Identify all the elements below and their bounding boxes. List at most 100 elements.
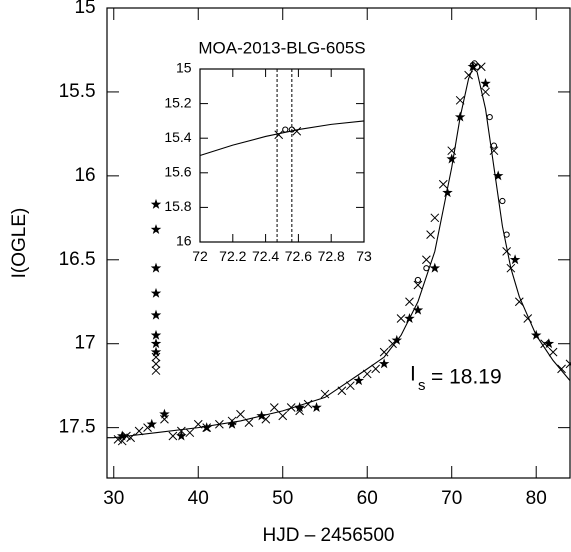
x-tick-label: 50 bbox=[272, 488, 293, 509]
cross-point bbox=[481, 87, 490, 97]
cross-point bbox=[160, 414, 169, 424]
cross-point bbox=[185, 428, 195, 438]
cross-point bbox=[151, 359, 161, 369]
cross-point bbox=[565, 359, 571, 369]
star-point bbox=[256, 410, 267, 421]
y-tick-label: 15.5 bbox=[59, 81, 96, 102]
star-point bbox=[150, 262, 162, 273]
star-point bbox=[412, 304, 424, 315]
cross-point bbox=[126, 433, 136, 443]
x-tick-label: 70 bbox=[441, 488, 462, 509]
cross-point bbox=[426, 230, 435, 239]
annotation: = 18.19 bbox=[431, 366, 502, 389]
plot-frame bbox=[199, 68, 365, 243]
cross-point bbox=[320, 389, 330, 399]
y-tick-label: 16.5 bbox=[59, 249, 96, 270]
cross-point bbox=[464, 70, 473, 80]
star-point bbox=[150, 309, 162, 320]
cross-point bbox=[244, 418, 254, 427]
cross-point bbox=[278, 411, 288, 421]
cross-point bbox=[455, 95, 465, 105]
star-point bbox=[150, 329, 162, 340]
star-point bbox=[150, 346, 162, 357]
cross-point bbox=[502, 247, 511, 256]
star-point bbox=[442, 187, 453, 198]
star-point bbox=[391, 334, 403, 345]
star-point bbox=[543, 338, 555, 349]
star-point bbox=[176, 430, 187, 441]
y-tick-label: 15.4 bbox=[164, 129, 191, 145]
cross-point bbox=[430, 213, 440, 223]
star-point bbox=[353, 375, 365, 386]
cross-point bbox=[269, 403, 279, 412]
star-point bbox=[509, 254, 521, 265]
star-point bbox=[311, 402, 322, 412]
model-curve bbox=[199, 120, 365, 157]
star-point bbox=[150, 198, 162, 209]
circle-point bbox=[503, 231, 510, 238]
star-point bbox=[467, 61, 479, 72]
cross-point bbox=[303, 399, 313, 409]
y-tick-label: 16 bbox=[176, 233, 192, 249]
cross-point bbox=[151, 352, 161, 362]
cross-point bbox=[193, 419, 203, 429]
cross-point bbox=[371, 364, 381, 374]
cross-point bbox=[405, 297, 414, 307]
cross-point bbox=[286, 403, 296, 412]
circle-point bbox=[423, 265, 430, 272]
annotation-subscript: s bbox=[418, 377, 426, 394]
x-tick-label: 73 bbox=[356, 248, 372, 264]
x-tick-label: 60 bbox=[357, 488, 378, 509]
cross-point bbox=[396, 314, 406, 323]
cross-point bbox=[489, 146, 499, 156]
y-tick-label: 17 bbox=[74, 333, 95, 354]
x-tick-label: 80 bbox=[526, 488, 547, 509]
star-point bbox=[116, 430, 128, 441]
cross-point bbox=[274, 130, 284, 140]
star-point bbox=[294, 402, 305, 412]
cross-point bbox=[168, 431, 178, 441]
star-point bbox=[378, 358, 390, 369]
y-axis-title: I(OGLE) bbox=[9, 208, 30, 279]
cross-point bbox=[215, 419, 224, 429]
star-point bbox=[429, 262, 441, 273]
y-tick-label: 17.5 bbox=[59, 417, 96, 438]
cross-point bbox=[438, 179, 448, 189]
x-axis-title: HJD – 2456500 bbox=[262, 525, 394, 546]
cross-point bbox=[514, 297, 524, 307]
cross-point bbox=[117, 436, 127, 446]
circle-point bbox=[490, 142, 498, 149]
x-tick-label: 30 bbox=[103, 488, 124, 509]
star-point bbox=[150, 338, 162, 349]
star-point bbox=[150, 224, 162, 235]
x-tick-label: 40 bbox=[188, 488, 209, 509]
cross-point bbox=[345, 381, 355, 391]
x-tick-label: 72.4 bbox=[252, 248, 279, 264]
cross-point bbox=[337, 386, 347, 396]
star-point bbox=[454, 111, 466, 122]
y-tick-label: 16 bbox=[74, 165, 95, 186]
annotation: I bbox=[410, 363, 416, 386]
x-tick-label: 72.8 bbox=[318, 248, 345, 264]
star-point bbox=[446, 153, 457, 164]
x-tick-label: 72.2 bbox=[219, 248, 246, 264]
star-point bbox=[530, 329, 542, 340]
y-tick-label: 15.2 bbox=[164, 94, 191, 110]
star-point bbox=[480, 78, 491, 88]
circle-point bbox=[282, 126, 289, 133]
inset-title: MOA-2013-BLG-605S bbox=[198, 38, 365, 57]
cross-point bbox=[236, 409, 245, 419]
cross-point bbox=[506, 263, 516, 273]
circle-point bbox=[499, 197, 506, 205]
star-point bbox=[226, 418, 238, 429]
star-point bbox=[146, 418, 158, 429]
cross-point bbox=[447, 146, 457, 156]
star-point bbox=[159, 408, 170, 419]
cross-point bbox=[548, 347, 558, 357]
cross-point bbox=[151, 366, 161, 375]
circle-point bbox=[473, 63, 481, 70]
x-tick-label: 72.6 bbox=[285, 248, 312, 264]
cross-point bbox=[422, 255, 431, 265]
cross-point bbox=[379, 347, 389, 357]
